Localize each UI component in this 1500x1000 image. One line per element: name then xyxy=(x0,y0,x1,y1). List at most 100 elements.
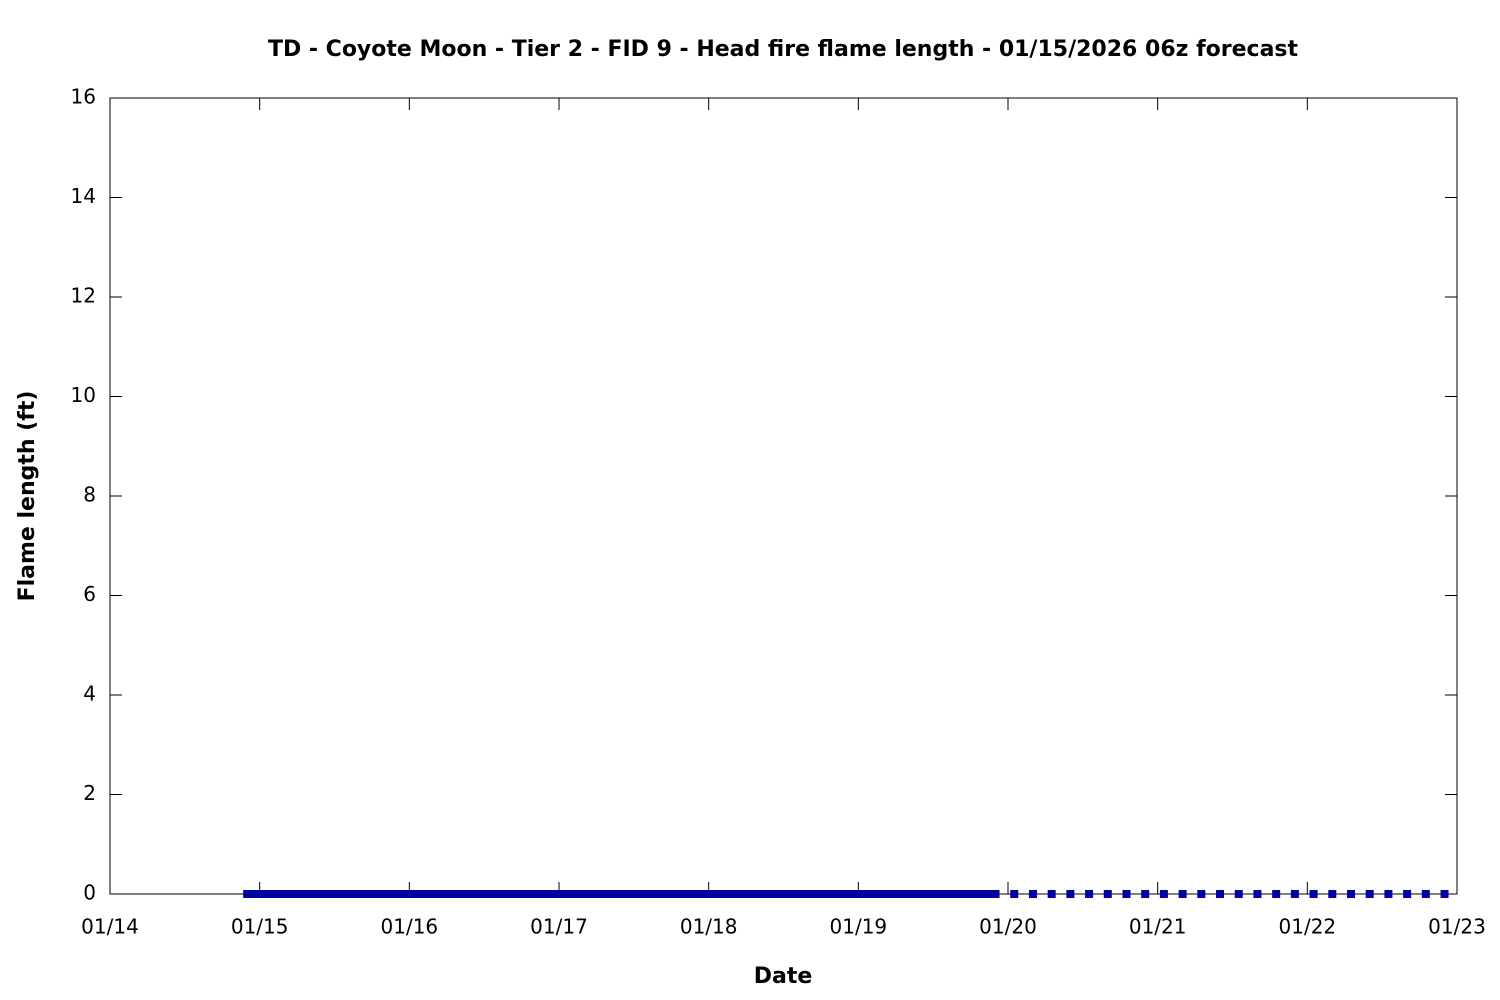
point xyxy=(467,890,476,898)
y-tick-label: 0 xyxy=(83,881,96,905)
point xyxy=(561,890,570,898)
point xyxy=(380,890,389,898)
point xyxy=(411,890,420,898)
point xyxy=(904,890,913,898)
point xyxy=(779,890,788,898)
point xyxy=(604,890,613,898)
point xyxy=(654,890,663,898)
point xyxy=(804,890,813,898)
point xyxy=(1309,890,1318,898)
y-tick-label: 2 xyxy=(83,781,96,805)
x-tick-label: 01/17 xyxy=(530,915,588,939)
point xyxy=(692,890,701,898)
point xyxy=(1253,890,1262,898)
point xyxy=(1010,890,1019,898)
chart-title: TD - Coyote Moon - Tier 2 - FID 9 - Head… xyxy=(268,37,1299,62)
point xyxy=(436,890,445,898)
point xyxy=(424,890,433,898)
point xyxy=(748,890,757,898)
point xyxy=(985,890,994,898)
point xyxy=(555,890,563,898)
point xyxy=(598,890,607,898)
point xyxy=(1122,890,1131,898)
point xyxy=(717,890,726,898)
point xyxy=(1272,890,1281,898)
point xyxy=(361,890,370,898)
point xyxy=(623,890,632,898)
point xyxy=(798,890,807,898)
point xyxy=(922,890,931,898)
point xyxy=(891,890,900,898)
point xyxy=(374,890,383,898)
point xyxy=(873,890,882,898)
point xyxy=(1085,890,1094,898)
point xyxy=(866,890,875,898)
point xyxy=(1421,890,1430,898)
point xyxy=(523,890,532,898)
point xyxy=(947,890,956,898)
point xyxy=(754,890,763,898)
point xyxy=(848,890,857,898)
point xyxy=(673,890,682,898)
point xyxy=(841,890,850,898)
point xyxy=(710,890,719,898)
point xyxy=(249,890,258,898)
point xyxy=(1216,890,1225,898)
point xyxy=(941,890,950,898)
point xyxy=(1047,890,1056,898)
point xyxy=(567,890,576,898)
point xyxy=(704,890,713,898)
point xyxy=(473,890,482,898)
point xyxy=(1066,890,1075,898)
point xyxy=(679,890,688,898)
point xyxy=(448,890,457,898)
point xyxy=(1328,890,1337,898)
point xyxy=(611,890,620,898)
point xyxy=(336,890,345,898)
x-tick-label: 01/16 xyxy=(381,915,439,939)
point xyxy=(342,890,351,898)
point xyxy=(636,890,645,898)
point xyxy=(367,890,376,898)
x-axis-label: Date xyxy=(754,964,813,989)
point xyxy=(480,890,489,898)
x-tick-label: 01/22 xyxy=(1279,915,1337,939)
y-tick-label: 8 xyxy=(83,483,96,507)
point xyxy=(274,890,283,898)
point xyxy=(530,890,539,898)
point xyxy=(498,890,507,898)
point xyxy=(991,890,1000,898)
y-tick-label: 16 xyxy=(71,85,96,109)
point xyxy=(823,890,832,898)
point xyxy=(330,890,339,898)
point xyxy=(505,890,514,898)
point xyxy=(829,890,838,898)
x-tick-label: 01/18 xyxy=(680,915,738,939)
point xyxy=(1103,890,1112,898)
point xyxy=(642,890,651,898)
point xyxy=(1159,890,1168,898)
point xyxy=(548,890,557,898)
x-tick-label: 01/23 xyxy=(1428,915,1486,939)
point xyxy=(835,890,844,898)
point xyxy=(536,890,545,898)
point xyxy=(299,890,308,898)
point xyxy=(1403,890,1412,898)
y-tick-label: 14 xyxy=(71,184,96,208)
point xyxy=(355,890,364,898)
x-tick-label: 01/21 xyxy=(1129,915,1187,939)
x-tick-label: 01/20 xyxy=(979,915,1037,939)
point xyxy=(816,890,825,898)
point xyxy=(810,890,819,898)
point xyxy=(268,890,277,898)
point xyxy=(255,890,264,898)
point xyxy=(399,890,408,898)
point xyxy=(698,890,707,898)
point xyxy=(1234,890,1243,898)
point xyxy=(629,890,638,898)
y-tick-label: 4 xyxy=(83,682,96,706)
point xyxy=(461,890,470,898)
point xyxy=(455,890,464,898)
